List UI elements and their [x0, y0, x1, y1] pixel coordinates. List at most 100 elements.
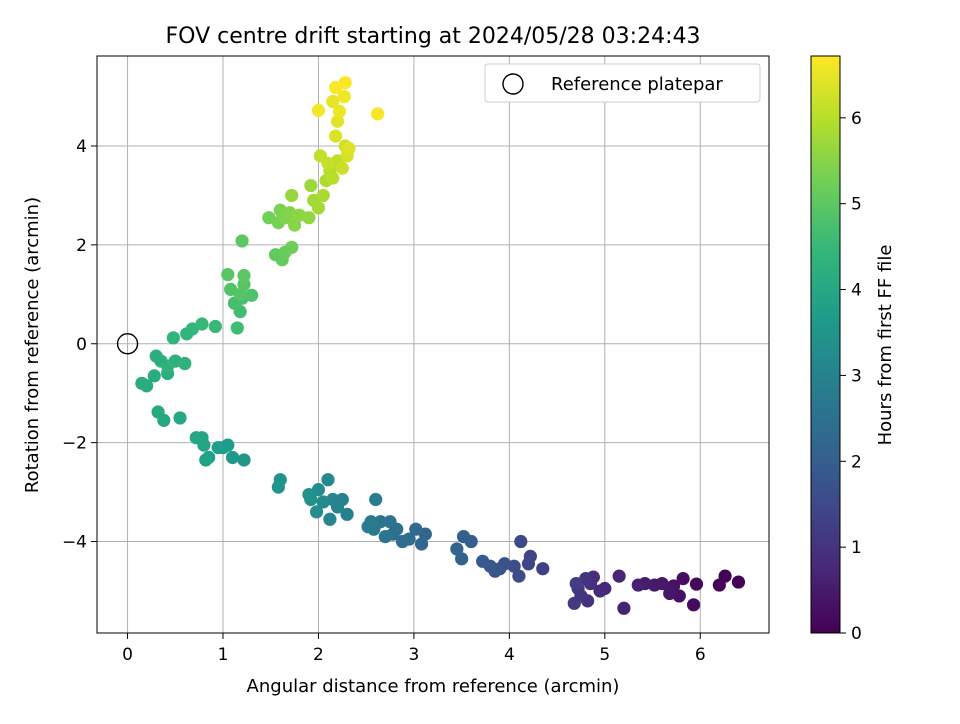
scatter-point [612, 569, 626, 583]
scatter-point [316, 495, 330, 509]
y-axis-label: Rotation from reference (arcmin) [22, 197, 43, 493]
scatter-point [237, 453, 251, 467]
scatter-point [340, 507, 354, 521]
scatter-point [211, 440, 225, 455]
scatter-point [476, 554, 490, 568]
y-tick-label: −2 [62, 434, 87, 454]
scatter-point [287, 218, 302, 232]
scatter-point [326, 171, 340, 185]
legend-box [484, 63, 761, 103]
x-tick-label: 6 [695, 645, 706, 665]
legend: Reference platepar [484, 63, 761, 103]
scatter-point [302, 211, 316, 225]
scatter-point [225, 450, 240, 465]
data-points [135, 76, 746, 615]
scatter-point [311, 201, 326, 215]
scatter-point [332, 104, 347, 118]
scatter-point [285, 240, 299, 254]
reference-platepar-marker [116, 333, 139, 355]
colorbar-tick-label: 2 [851, 452, 862, 472]
scatter-point [676, 572, 690, 586]
scatter-point [663, 586, 677, 601]
scatter-point [369, 492, 383, 507]
scatter-point [245, 288, 259, 302]
scatter-point [321, 156, 335, 170]
scatter-point [512, 569, 526, 583]
colorbar-tick-label: 4 [851, 281, 862, 301]
scatter-point [161, 359, 175, 373]
scatter-point [686, 598, 701, 612]
colorbar-ticks: 0 1 2 3 4 5 6 [840, 109, 862, 644]
scatter-point [383, 515, 397, 529]
scatter-point [285, 188, 299, 203]
scatter-point [151, 405, 165, 419]
scatter-point [166, 331, 180, 345]
legend-marker-reference [502, 73, 524, 95]
scatter-point [235, 234, 249, 248]
scatter-point [712, 578, 726, 592]
scatter-point [455, 552, 469, 566]
scatter-point [189, 431, 203, 445]
colorbar-tick-label: 3 [851, 366, 862, 386]
scatter-point [208, 319, 222, 334]
x-axis-ticks: 0 1 2 3 4 5 6 [122, 633, 706, 665]
scatter-point [199, 453, 213, 467]
colorbar-tick-label: 0 [851, 624, 862, 644]
scatter-point [567, 596, 581, 610]
scatter-point [311, 103, 326, 117]
scatter-point [536, 562, 550, 576]
scatter-point [395, 534, 410, 549]
y-tick-label: 4 [76, 137, 87, 157]
scatter-point [195, 317, 209, 331]
colorbar-tick-label: 6 [851, 109, 862, 129]
scatter-point [230, 321, 244, 335]
scatter-point [456, 529, 471, 544]
scatter-point [329, 129, 343, 143]
colorbar-tick-label: 1 [851, 538, 862, 558]
scatter-point [731, 575, 746, 589]
x-tick-label: 1 [218, 645, 229, 665]
scatter-point [414, 537, 429, 551]
scatter-point [514, 534, 528, 549]
x-tick-label: 0 [122, 645, 133, 665]
x-axis-label: Angular distance from reference (arcmin) [247, 676, 620, 697]
y-tick-label: −4 [62, 533, 87, 553]
colorbar: 0 1 2 3 4 5 6 Hours from first FF file [810, 55, 896, 644]
scatter-point [329, 81, 343, 95]
scatter-point [337, 89, 351, 104]
scatter-point [378, 529, 392, 544]
x-tick-label: 3 [408, 645, 419, 665]
scatter-point [173, 411, 187, 425]
scatter-point [302, 487, 316, 502]
scatter-point [321, 473, 335, 487]
scatter-point [330, 114, 345, 128]
scatter-point [135, 376, 149, 390]
scatter-point [361, 520, 375, 534]
scatter-point [617, 601, 631, 615]
scatter-point [631, 578, 645, 592]
chart-title: FOV centre drift starting at 2024/05/28 … [166, 24, 701, 49]
scatter-point [521, 557, 536, 571]
legend-entry-reference: Reference platepar [551, 74, 723, 95]
x-tick-label: 5 [599, 645, 610, 665]
colorbar-gradient [810, 55, 841, 634]
scatter-point [221, 267, 235, 282]
scatter-point [371, 107, 385, 121]
x-tick-label: 4 [504, 645, 515, 665]
scatter-point [689, 577, 704, 591]
reference-layer [116, 333, 139, 355]
colorbar-tick-label: 5 [851, 195, 862, 215]
scatter-point [326, 94, 340, 109]
scatter-point [323, 512, 337, 526]
scatter-point [593, 584, 607, 598]
scatter-point [569, 576, 583, 591]
scatter-point [178, 356, 192, 371]
colorbar-label: Hours from first FF file [875, 245, 896, 446]
scatter-point [237, 268, 251, 283]
scatter-point [316, 188, 330, 203]
scatter-point [342, 141, 356, 156]
scatter-point [450, 542, 464, 556]
scatter-point [271, 480, 285, 494]
